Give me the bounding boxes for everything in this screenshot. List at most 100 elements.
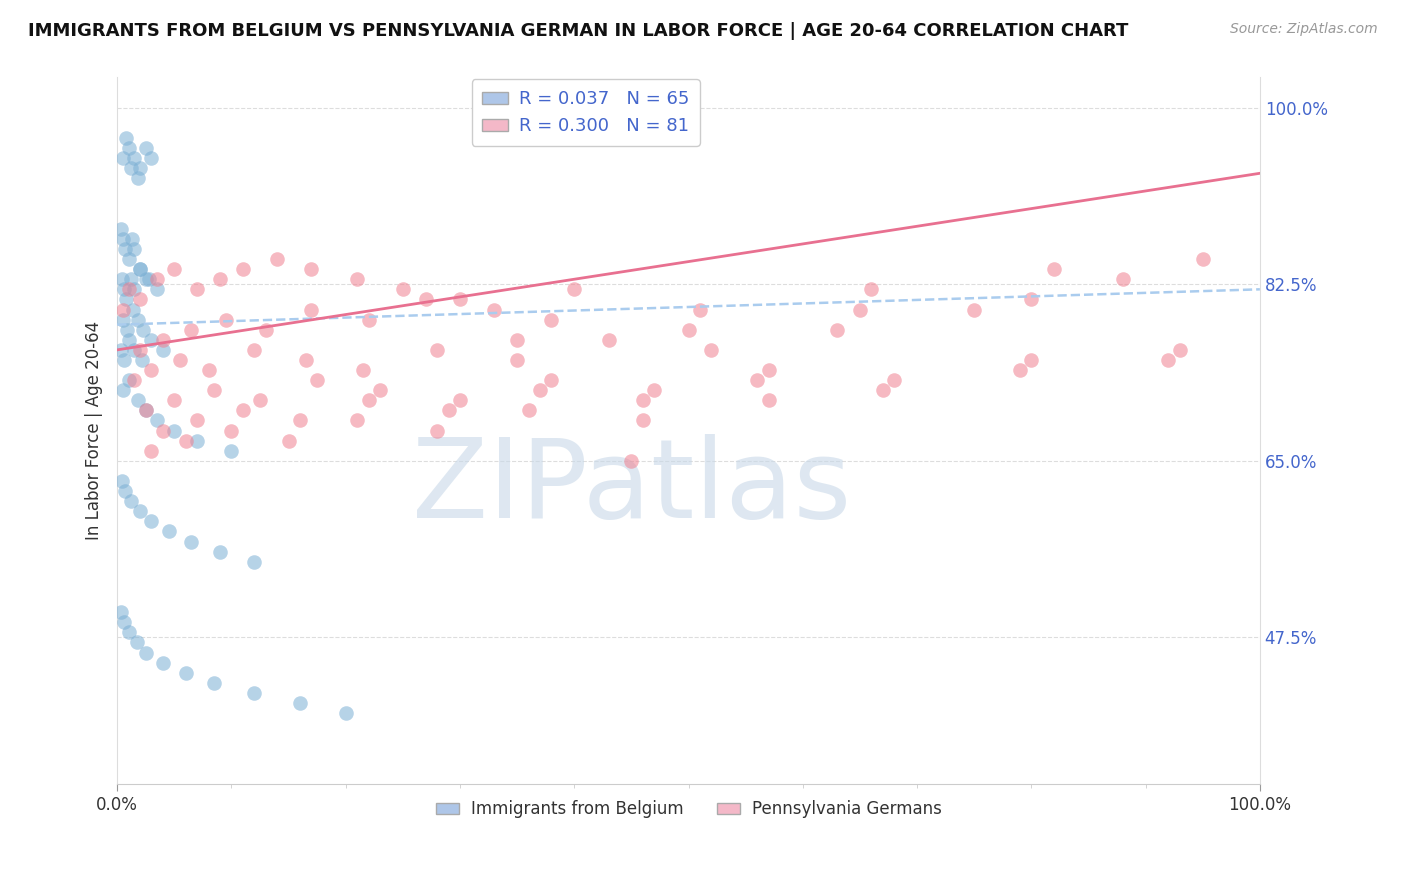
Point [484, 302, 506, 317]
Point [180, 534, 202, 549]
Point [127, 312, 149, 326]
Point [426, 424, 449, 438]
Point [620, 454, 643, 468]
Point [117, 141, 139, 155]
Point [288, 696, 311, 710]
Point [883, 373, 905, 387]
Point [163, 424, 186, 438]
Point [157, 524, 180, 539]
Point [208, 544, 231, 558]
Point [186, 282, 208, 296]
Point [221, 443, 243, 458]
Point [114, 242, 136, 256]
Point [138, 272, 160, 286]
Point [249, 393, 271, 408]
Point [112, 353, 135, 368]
Point [110, 605, 132, 619]
Point [120, 161, 142, 176]
Point [243, 686, 266, 700]
Point [294, 353, 316, 368]
Point [221, 424, 243, 438]
Point [135, 403, 157, 417]
Point [186, 434, 208, 448]
Point [111, 232, 134, 246]
Point [540, 373, 562, 387]
Point [120, 272, 142, 286]
Legend: Immigrants from Belgium, Pennsylvania Germans: Immigrants from Belgium, Pennsylvania Ge… [429, 794, 948, 825]
Point [121, 232, 143, 246]
Point [110, 343, 132, 357]
Point [180, 323, 202, 337]
Point [111, 302, 134, 317]
Point [135, 403, 157, 417]
Point [517, 403, 540, 417]
Point [368, 383, 391, 397]
Point [129, 262, 152, 277]
Point [124, 282, 146, 296]
Point [631, 413, 654, 427]
Point [115, 131, 138, 145]
Point [141, 443, 163, 458]
Point [540, 312, 562, 326]
Point [124, 373, 146, 387]
Point [146, 272, 169, 286]
Point [115, 293, 138, 307]
Point [301, 262, 323, 277]
Y-axis label: In Labor Force | Age 20-64: In Labor Force | Age 20-64 [86, 321, 103, 541]
Point [758, 393, 780, 408]
Point [169, 353, 191, 368]
Point [197, 363, 219, 377]
Point [111, 151, 134, 165]
Point [174, 434, 197, 448]
Point [163, 393, 186, 408]
Point [643, 383, 665, 397]
Point [745, 373, 768, 387]
Point [124, 242, 146, 256]
Point [112, 282, 135, 296]
Point [700, 343, 723, 357]
Point [120, 494, 142, 508]
Point [111, 383, 134, 397]
Point [117, 323, 139, 337]
Point [132, 323, 155, 337]
Point [426, 343, 449, 357]
Point [1157, 353, 1180, 368]
Point [111, 474, 134, 488]
Point [266, 252, 288, 266]
Point [872, 383, 894, 397]
Point [129, 161, 152, 176]
Point [152, 656, 174, 670]
Point [562, 282, 585, 296]
Point [232, 262, 254, 277]
Point [215, 312, 238, 326]
Point [277, 434, 299, 448]
Point [135, 646, 157, 660]
Point [437, 403, 460, 417]
Point [598, 333, 620, 347]
Point [689, 302, 711, 317]
Text: Source: ZipAtlas.com: Source: ZipAtlas.com [1230, 22, 1378, 37]
Point [392, 282, 415, 296]
Point [301, 302, 323, 317]
Point [111, 272, 134, 286]
Point [449, 393, 471, 408]
Text: IMMIGRANTS FROM BELGIUM VS PENNSYLVANIA GERMAN IN LABOR FORCE | AGE 20-64 CORREL: IMMIGRANTS FROM BELGIUM VS PENNSYLVANIA … [28, 22, 1129, 40]
Point [129, 293, 152, 307]
Point [758, 363, 780, 377]
Point [124, 343, 146, 357]
Point [141, 515, 163, 529]
Point [357, 393, 380, 408]
Point [111, 312, 134, 326]
Point [186, 413, 208, 427]
Point [963, 302, 986, 317]
Point [141, 333, 163, 347]
Point [1008, 363, 1031, 377]
Point [122, 302, 145, 317]
Point [117, 282, 139, 296]
Point [1021, 293, 1043, 307]
Point [202, 676, 225, 690]
Point [117, 373, 139, 387]
Point [335, 706, 357, 720]
Point [146, 413, 169, 427]
Point [346, 272, 368, 286]
